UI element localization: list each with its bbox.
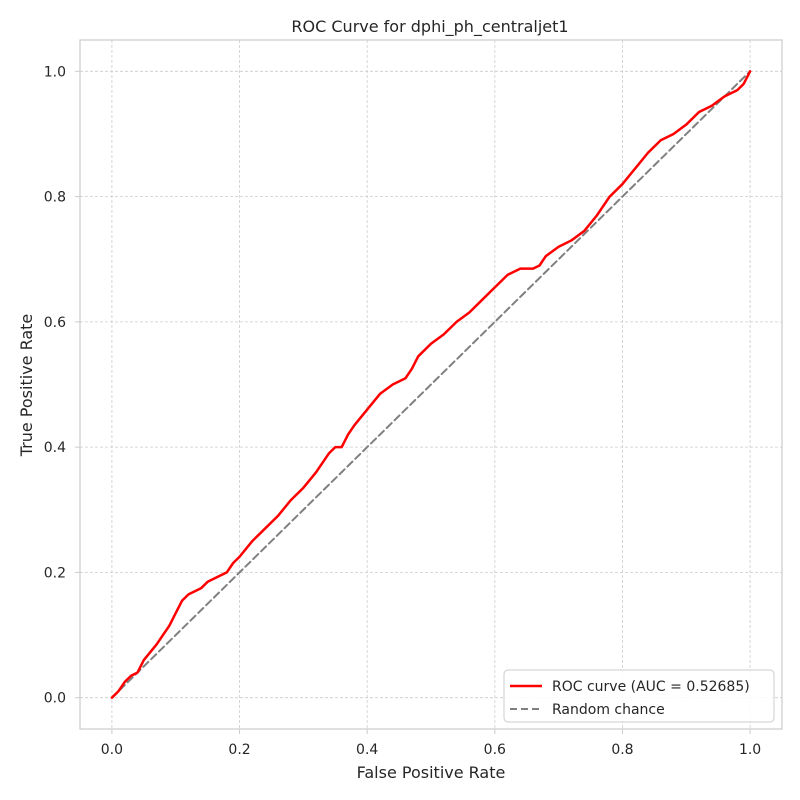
x-tick-label: 0.4 bbox=[356, 742, 378, 758]
x-tick-label: 1.0 bbox=[739, 742, 761, 758]
legend-label-roc: ROC curve (AUC = 0.52685) bbox=[552, 679, 750, 695]
series-layer bbox=[110, 70, 752, 699]
y-tick-label: 0.6 bbox=[44, 315, 66, 331]
legend-label-random: Random chance bbox=[552, 702, 665, 718]
y-tick-label: 0.8 bbox=[44, 190, 66, 206]
x-tick-label: 0.2 bbox=[228, 742, 250, 758]
x-tick-label: 0.8 bbox=[611, 742, 633, 758]
y-tick-label: 1.0 bbox=[44, 64, 66, 80]
x-axis-label: False Positive Rate bbox=[357, 763, 506, 782]
y-tick-label: 0.4 bbox=[44, 440, 66, 456]
y-axis-label: True Positive Rate bbox=[17, 314, 36, 458]
random-chance-line bbox=[110, 70, 752, 699]
x-tick-label: 0.6 bbox=[484, 742, 506, 758]
x-tick-label: 0.0 bbox=[101, 742, 123, 758]
legend-box bbox=[503, 669, 775, 723]
y-tick-label: 0.0 bbox=[44, 691, 66, 707]
roc-curve-line bbox=[110, 70, 752, 699]
chart-title: ROC Curve for dphi_ph_centraljet1 bbox=[291, 17, 568, 37]
ticks: 0.0 0.2 0.4 0.6 0.8 1.0 0.0 0.2 0.4 0.6 0.8 1.0 bbox=[44, 64, 761, 758]
legend: ROC curve (AUC = 0.52685) Random chance bbox=[503, 669, 775, 723]
y-tick-label: 0.2 bbox=[44, 565, 66, 581]
plot-frame bbox=[79, 39, 783, 730]
